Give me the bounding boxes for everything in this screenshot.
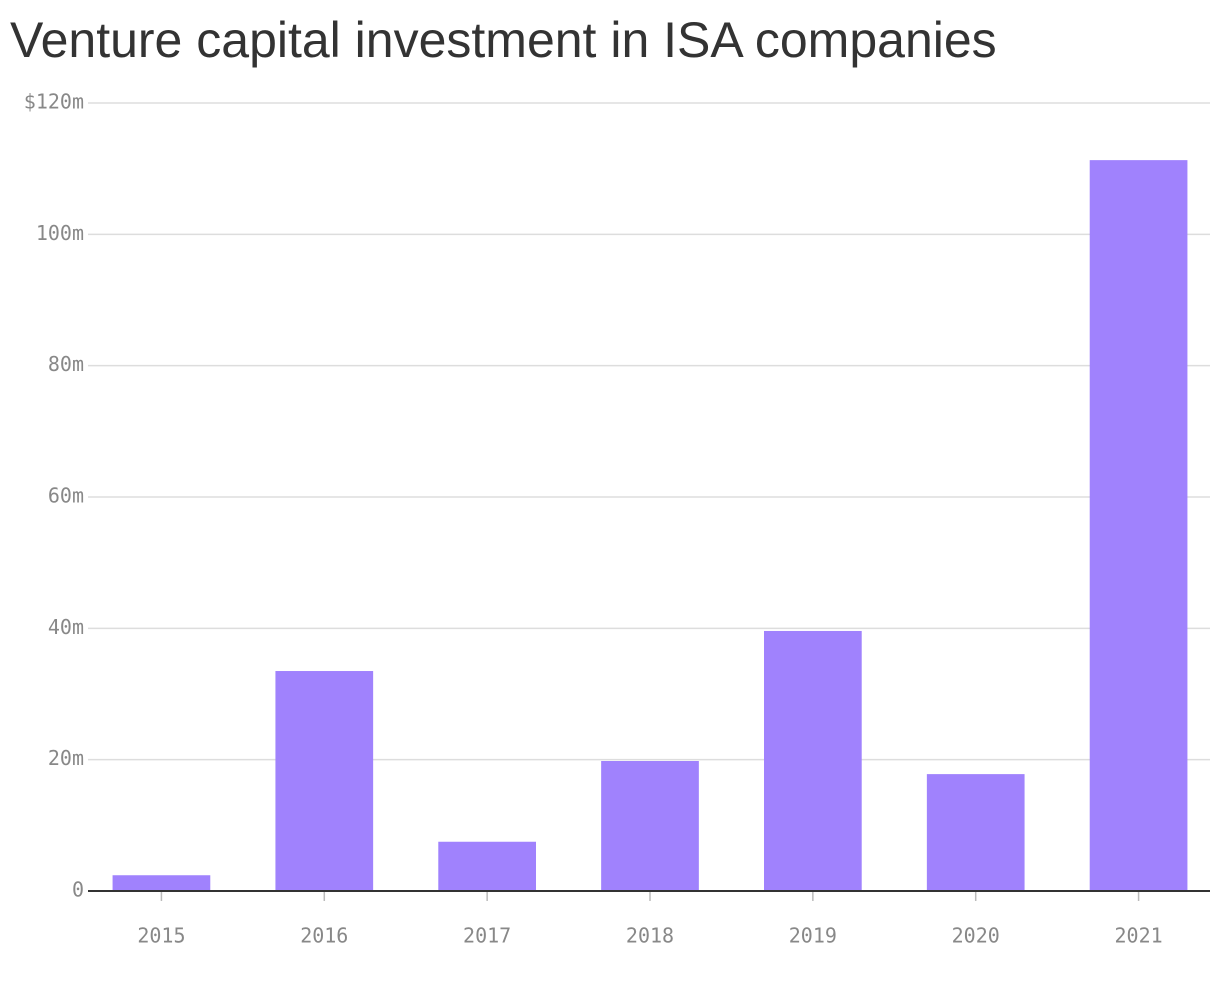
bar <box>275 671 374 891</box>
x-tick-label: 2020 <box>952 924 1000 948</box>
x-tick-label: 2018 <box>626 924 674 948</box>
bar <box>112 875 211 891</box>
bar <box>438 841 536 891</box>
y-tick-label: 60m <box>48 484 84 508</box>
y-tick-label: 100m <box>36 221 84 245</box>
bar <box>1089 160 1188 891</box>
y-tick-label: 20m <box>48 746 84 770</box>
bar <box>601 760 699 891</box>
bar <box>764 630 862 891</box>
y-tick-label: $120m <box>24 90 84 114</box>
bar <box>926 774 1025 891</box>
x-tick-label: 2016 <box>300 924 348 948</box>
chart-title: Venture capital investment in ISA compan… <box>10 12 997 68</box>
x-tick-label: 2021 <box>1114 924 1162 948</box>
x-tick-label: 2015 <box>137 924 185 948</box>
x-tick-label: 2017 <box>463 924 511 948</box>
y-tick-label: 40m <box>48 615 84 639</box>
y-tick-label: 0 <box>72 878 84 902</box>
y-tick-label: 80m <box>48 352 84 376</box>
x-tick-label: 2019 <box>789 924 837 948</box>
